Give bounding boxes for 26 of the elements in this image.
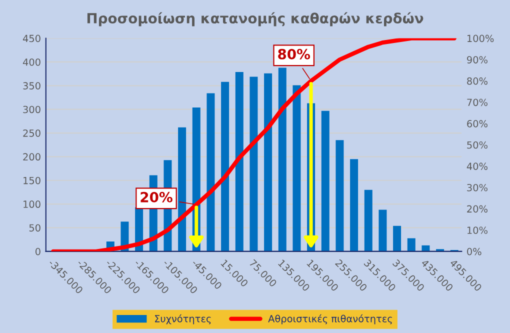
y-tick-label: 450 xyxy=(22,34,40,42)
y2-tick-label: 30% xyxy=(467,184,488,192)
y-tick-label: 50 xyxy=(29,224,40,232)
y-tick-label: 100 xyxy=(24,200,40,208)
y2-tick-label: 100% xyxy=(467,34,494,42)
y2-tick-label: 60% xyxy=(467,120,488,128)
legend-label: Αθροιστικές πιθανότητες xyxy=(268,314,392,324)
y2-tick-label: 0% xyxy=(467,248,482,256)
y-tick-label: 400 xyxy=(22,58,40,66)
y-tick-label: 0 xyxy=(35,248,40,256)
y2-tick-label: 40% xyxy=(466,162,488,170)
annotation: 80% xyxy=(278,48,310,60)
annotation: 20% xyxy=(140,192,172,202)
y-tick-label: 350 xyxy=(23,82,40,90)
y2-tick-label: 50% xyxy=(467,141,488,149)
y-tick-label: 250 xyxy=(23,129,40,137)
y2-tick-label: 70% xyxy=(467,98,488,106)
legend-label: Συχνότητες xyxy=(155,314,211,324)
y2-tick-label: 80% xyxy=(467,77,488,85)
y2-tick-label: 20% xyxy=(467,205,488,213)
y-tick-label: 150 xyxy=(24,176,40,184)
y-tick-label: 300 xyxy=(23,106,40,114)
y2-tick-label: 10% xyxy=(467,226,488,234)
y2-tick-label: 90% xyxy=(467,56,488,64)
chart-title: Προσομοίωση κατανομής καθαρών κερδών xyxy=(87,12,424,26)
y-tick-label: 200 xyxy=(23,153,40,161)
